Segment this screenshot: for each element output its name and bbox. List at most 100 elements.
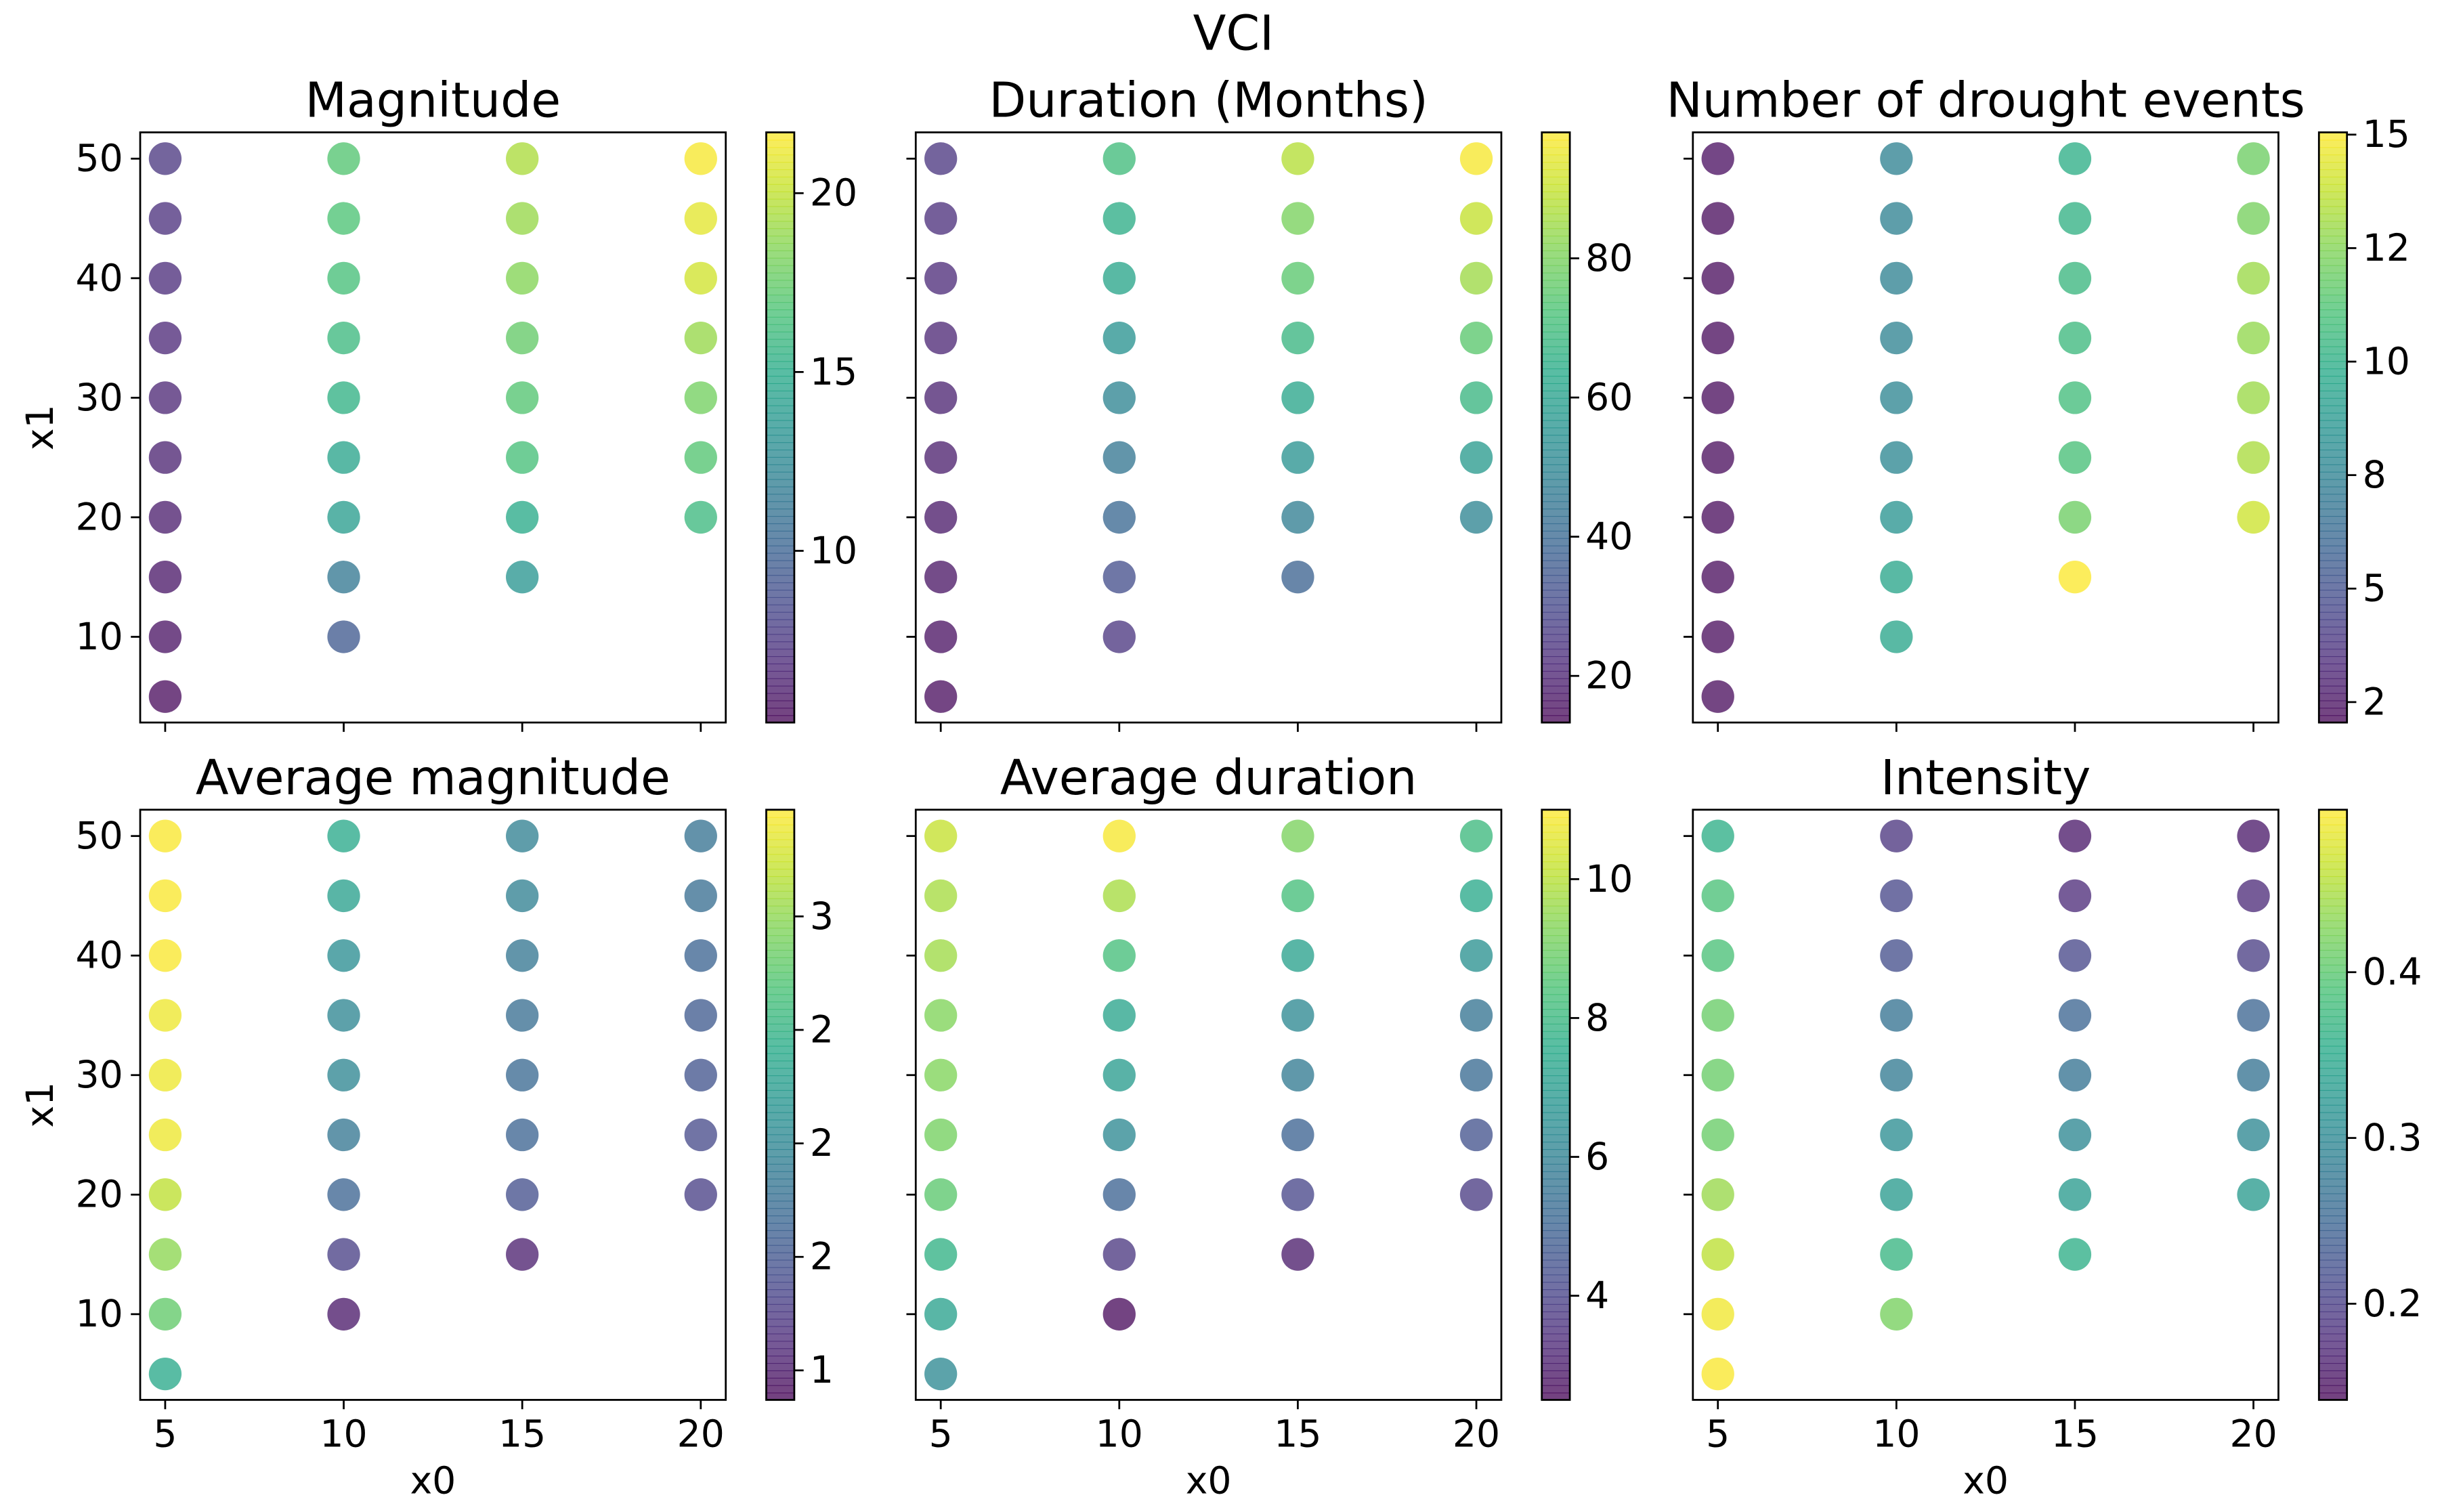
colorbar-strip xyxy=(766,213,794,222)
colorbar-strip xyxy=(2319,538,2347,546)
subplot: Average duration 5 10 15 20 x0 4 6 8 10 xyxy=(906,750,1633,1503)
colorbar-strip xyxy=(2319,1016,2347,1024)
point xyxy=(1102,819,1136,852)
point xyxy=(148,261,182,295)
point xyxy=(1459,879,1493,913)
colorbar-strip xyxy=(2319,1156,2347,1165)
colorbar-tick-label: 5 xyxy=(2363,567,2386,611)
colorbar-strip xyxy=(766,169,794,177)
colorbar-strip xyxy=(766,538,794,546)
point xyxy=(1281,1238,1314,1271)
colorbar-strip xyxy=(1541,817,1570,825)
colorbar-strip xyxy=(766,295,794,303)
colorbar-strip xyxy=(2319,809,2347,818)
colorbar-strip xyxy=(766,1252,794,1261)
point xyxy=(1701,620,1734,653)
colorbar-strip xyxy=(1541,685,1570,694)
colorbar-strip xyxy=(766,1001,794,1010)
colorbar-strip xyxy=(2319,619,2347,628)
point xyxy=(506,381,539,414)
colorbar-strip xyxy=(1541,265,1570,274)
colorbar-strip xyxy=(1541,589,1570,598)
point xyxy=(1880,381,1913,414)
colorbar-strip xyxy=(1541,1016,1570,1024)
point xyxy=(1459,1178,1493,1211)
point xyxy=(1281,999,1314,1032)
point xyxy=(1701,441,1734,474)
point xyxy=(924,879,958,913)
colorbar-strip xyxy=(2319,390,2347,399)
colorbar-strip xyxy=(2319,331,2347,340)
colorbar-strip xyxy=(2319,656,2347,665)
colorbar-strip xyxy=(766,530,794,539)
point xyxy=(327,202,360,235)
colorbar-strip xyxy=(1541,1252,1570,1261)
x-tick-label: 10 xyxy=(1096,1412,1143,1456)
point xyxy=(924,321,958,355)
colorbar-strip xyxy=(766,1201,794,1209)
colorbar-tick-label: 6 xyxy=(1585,1136,1609,1179)
colorbar-strip xyxy=(766,1282,794,1291)
colorbar-strip xyxy=(1541,509,1570,517)
colorbar-strip xyxy=(766,994,794,1003)
colorbar-strip xyxy=(766,198,794,207)
colorbar-strip xyxy=(1541,449,1570,458)
point xyxy=(2058,1118,2092,1152)
point xyxy=(2058,1238,2092,1271)
colorbar-strip xyxy=(2319,1112,2347,1121)
colorbar-strip xyxy=(766,935,794,944)
colorbar-strip xyxy=(766,1259,794,1268)
colorbar-strip xyxy=(1541,257,1570,266)
point xyxy=(684,441,717,474)
colorbar-strip xyxy=(2319,280,2347,288)
colorbar-strip xyxy=(1541,1303,1570,1312)
colorbar-strip xyxy=(766,861,794,870)
colorbar-strip xyxy=(2319,1267,2347,1276)
colorbar-strip xyxy=(766,191,794,200)
colorbar-strip xyxy=(2319,1082,2347,1091)
colorbar-strip xyxy=(1541,1097,1570,1106)
colorbar-tick-label: 10 xyxy=(2363,340,2410,383)
colorbar-strip xyxy=(766,435,794,444)
point xyxy=(1880,261,1913,295)
colorbar-strip xyxy=(766,324,794,332)
colorbar-tick-label: 2 xyxy=(2363,681,2386,724)
colorbar-strip xyxy=(766,972,794,980)
colorbar-strip xyxy=(2319,634,2347,643)
colorbar-strip xyxy=(2319,567,2347,576)
point xyxy=(1459,381,1493,414)
colorbar-strip xyxy=(1541,516,1570,525)
point xyxy=(924,1058,958,1092)
colorbar-strip xyxy=(1541,206,1570,215)
colorbar-strip xyxy=(766,1274,794,1283)
colorbar-strip xyxy=(766,1377,794,1386)
point xyxy=(684,999,717,1032)
subplot-title: Average duration xyxy=(1000,750,1417,806)
point xyxy=(1281,879,1314,913)
colorbar-strip xyxy=(766,678,794,687)
colorbar-strip xyxy=(1541,471,1570,480)
colorbar-strip xyxy=(2319,920,2347,929)
point xyxy=(1701,1058,1734,1092)
colorbar-frame xyxy=(1541,808,1571,1401)
point xyxy=(506,1238,539,1271)
colorbar-strip xyxy=(1541,302,1570,311)
point xyxy=(684,1178,717,1211)
colorbar-strip xyxy=(1541,1377,1570,1386)
colorbar-tick-label: 15 xyxy=(810,351,857,394)
colorbar-strip xyxy=(1541,405,1570,414)
x-tick-label: 5 xyxy=(153,1412,177,1456)
y-axis-label: x1 xyxy=(19,404,62,450)
colorbar-strip xyxy=(766,1341,794,1349)
colorbar-strip xyxy=(1541,523,1570,532)
colorbar-strip xyxy=(766,545,794,554)
colorbar-strip xyxy=(766,1326,794,1335)
colorbar-strip xyxy=(766,809,794,818)
colorbar-strip xyxy=(1541,854,1570,863)
point xyxy=(2237,441,2270,474)
colorbar-strip xyxy=(766,1023,794,1032)
point xyxy=(1281,1178,1314,1211)
colorbar-strip xyxy=(2319,242,2347,251)
colorbar-strip xyxy=(1541,597,1570,605)
colorbar-strip xyxy=(766,1142,794,1150)
